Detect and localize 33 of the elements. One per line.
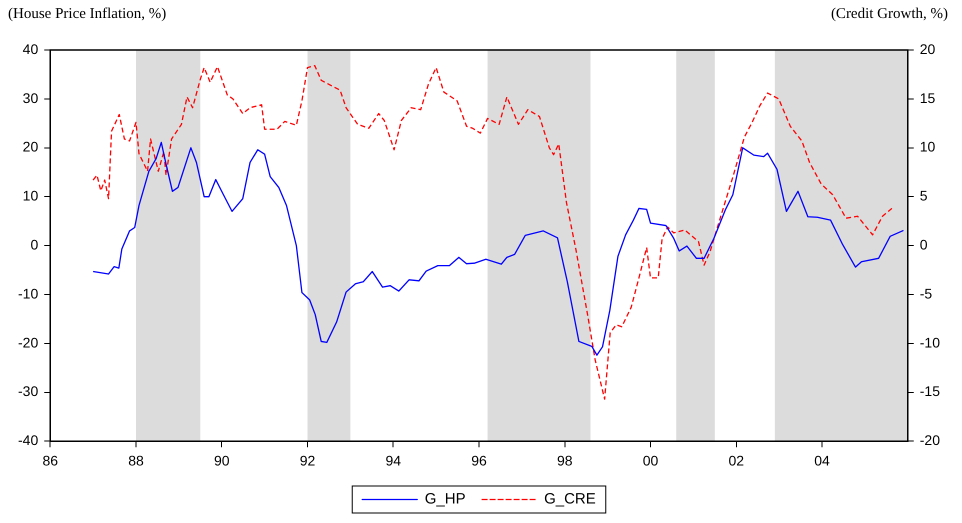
y-tick-label: -30 <box>18 383 38 400</box>
y-tick-label: 0 <box>30 236 38 252</box>
x-tick-label: 96 <box>471 452 487 468</box>
y-tick-label: -20 <box>18 334 38 350</box>
y2-tick-label: -15 <box>920 383 940 400</box>
legend-label: G_HP <box>424 490 466 508</box>
y-tick-label: 40 <box>22 40 38 57</box>
x-tick-label: 04 <box>814 452 830 468</box>
x-tick-label: 98 <box>556 452 573 468</box>
y2-tick-label: -5 <box>920 285 932 302</box>
y2-tick-label: -10 <box>920 334 940 350</box>
x-tick-label: 86 <box>42 452 58 468</box>
x-tick-label: 88 <box>128 452 144 468</box>
x-tick-label: 94 <box>385 452 402 468</box>
y2-axis-title: (Credit Growth, %) <box>830 6 948 23</box>
y2-tick-label: 10 <box>920 138 936 155</box>
y2-tick-label: 20 <box>920 40 936 57</box>
y-tick-label: 30 <box>22 90 38 106</box>
y2-tick-label: 0 <box>920 236 928 252</box>
line-series <box>92 65 893 400</box>
x-tick-label: 02 <box>728 452 744 468</box>
y-axis-title: (House Price Inflation, %) <box>8 6 166 23</box>
x-tick-label: 00 <box>642 452 659 468</box>
y-tick-label: -10 <box>18 285 38 302</box>
y-tick-label: 10 <box>22 188 38 204</box>
y-tick-label: 20 <box>22 138 38 155</box>
y2-tick-label: -20 <box>920 432 940 448</box>
y2-tick-label: 5 <box>920 188 928 204</box>
y2-tick-label: 15 <box>920 90 936 106</box>
y-tick-label: -40 <box>18 432 38 448</box>
x-tick-label: 92 <box>300 452 316 468</box>
legend-label: G_CRE <box>544 490 596 508</box>
x-tick-label: 90 <box>214 452 230 468</box>
